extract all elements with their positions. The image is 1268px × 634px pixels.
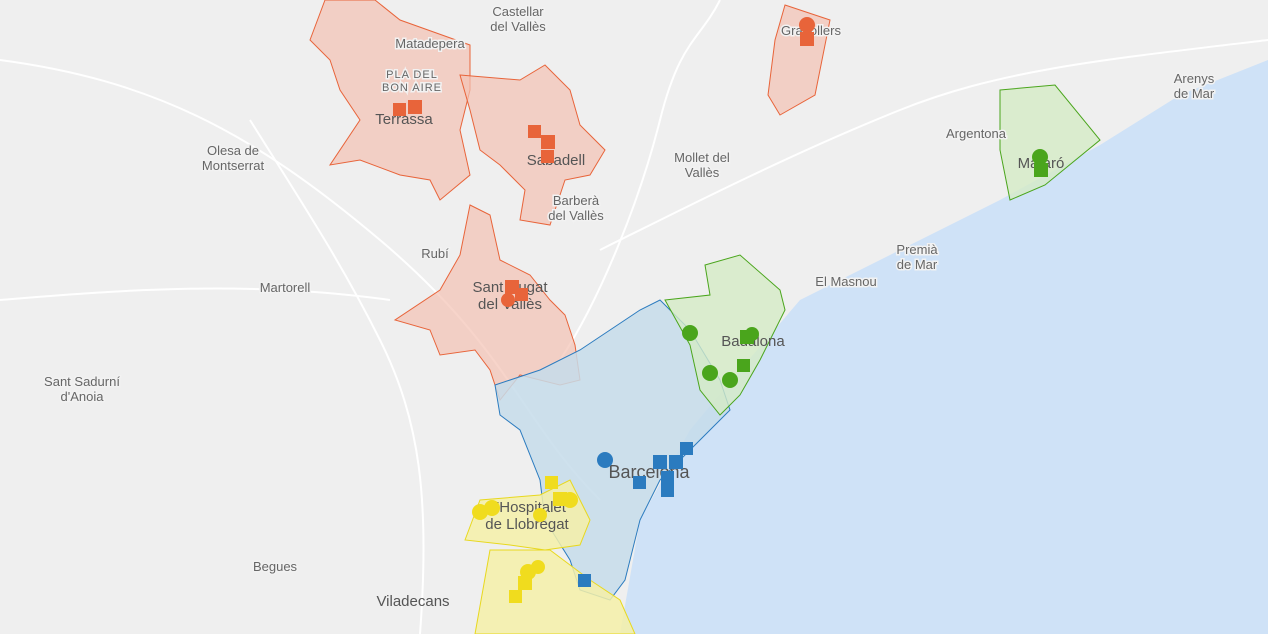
marker bbox=[669, 455, 683, 469]
place-label-line: Terrassa bbox=[375, 111, 433, 128]
region bbox=[474, 549, 636, 634]
marker bbox=[682, 325, 698, 341]
place-label-line: Barberà bbox=[553, 193, 600, 208]
place-label-line: Castellar bbox=[492, 4, 544, 19]
place-label-line: de Mar bbox=[1174, 86, 1215, 101]
place-label-line: Argentona bbox=[946, 126, 1007, 141]
marker bbox=[653, 455, 667, 469]
place-label: Arenys de Mar bbox=[1174, 71, 1215, 101]
marker bbox=[408, 100, 422, 114]
place-label: PLA DEL BON AIRE bbox=[382, 69, 442, 94]
place-label-line: Arenys bbox=[1174, 71, 1215, 86]
place-label-line: del Vallès bbox=[548, 208, 604, 223]
place-label-line: Rubí bbox=[421, 246, 449, 261]
marker bbox=[531, 560, 545, 574]
place-label-line: Sant Sadurní bbox=[44, 374, 120, 389]
marker bbox=[680, 442, 693, 455]
place-label: El Masnou bbox=[815, 274, 876, 289]
place-label-line: Sabadell bbox=[527, 152, 585, 169]
road bbox=[599, 39, 1268, 251]
region bbox=[999, 84, 1101, 201]
marker bbox=[1032, 149, 1048, 165]
place-label: Mollet del Vallès bbox=[674, 150, 730, 180]
marker bbox=[1034, 163, 1048, 177]
place-label-line: PLA DEL bbox=[386, 69, 438, 81]
marker bbox=[661, 471, 674, 484]
place-label: L'Hospitalet de Llobregat bbox=[485, 499, 569, 533]
place-label: Sant Sadurní d'Anoia bbox=[44, 374, 120, 404]
marker bbox=[661, 484, 674, 497]
region bbox=[459, 64, 606, 226]
place-label: Olesa de Montserrat bbox=[202, 143, 265, 173]
place-label: Rubí bbox=[421, 246, 449, 261]
marker bbox=[541, 135, 555, 149]
marker bbox=[545, 476, 558, 489]
sea bbox=[620, 60, 1268, 634]
marker bbox=[515, 288, 528, 301]
place-labels: Castellar del Vallès Matadepera PLA DEL BO… bbox=[43, 3, 1217, 611]
place-label-line: Mollet del bbox=[674, 150, 730, 165]
place-label: Begues bbox=[253, 559, 298, 574]
place-label-line: Matadepera bbox=[395, 36, 465, 51]
marker bbox=[799, 17, 815, 33]
place-label-line: Martorell bbox=[260, 280, 311, 295]
region bbox=[309, 0, 471, 201]
road bbox=[249, 119, 425, 634]
marker bbox=[393, 103, 406, 116]
place-label-line: Vallès bbox=[685, 165, 720, 180]
marker bbox=[518, 576, 532, 590]
place-label: Castellar del Vallès bbox=[490, 4, 546, 34]
place-label: Terrassa bbox=[375, 111, 433, 128]
marker bbox=[702, 365, 718, 381]
place-label-line: de Llobregat bbox=[485, 516, 569, 533]
place-label: Viladecans bbox=[376, 593, 449, 610]
place-label-line: de Mar bbox=[897, 257, 938, 272]
marker bbox=[633, 476, 646, 489]
place-label-line: Montserrat bbox=[202, 158, 265, 173]
place-label: Martorell bbox=[260, 280, 311, 295]
place-label-line: del Vallès bbox=[490, 19, 546, 34]
region bbox=[393, 204, 581, 402]
road bbox=[559, 0, 721, 361]
place-label-line: Viladecans bbox=[376, 593, 449, 610]
region bbox=[664, 254, 786, 416]
place-label-line: El Masnou bbox=[815, 274, 876, 289]
place-label-line: d'Anoia bbox=[61, 389, 105, 404]
marker bbox=[737, 359, 750, 372]
marker bbox=[541, 150, 554, 163]
marker bbox=[800, 32, 814, 46]
marker bbox=[528, 125, 541, 138]
place-label-line: Premià bbox=[896, 242, 938, 257]
place-label: Matadepera bbox=[395, 36, 465, 51]
markers bbox=[393, 17, 1048, 603]
marker bbox=[501, 293, 515, 307]
marker bbox=[597, 452, 613, 468]
place-label: Sabadell bbox=[527, 152, 585, 169]
marker bbox=[533, 508, 547, 522]
regions bbox=[309, 0, 1101, 634]
marker bbox=[509, 590, 522, 603]
marker bbox=[578, 574, 591, 587]
place-label: Premià de Mar bbox=[896, 242, 938, 272]
marker bbox=[484, 500, 500, 516]
place-label-line: Olesa de bbox=[207, 143, 259, 158]
place-label-line: Begues bbox=[253, 559, 298, 574]
marker bbox=[722, 372, 738, 388]
place-label: Argentona bbox=[946, 126, 1007, 141]
road bbox=[0, 287, 391, 301]
marker bbox=[562, 492, 578, 508]
marker bbox=[745, 327, 759, 341]
place-label-line: L'Hospitalet bbox=[488, 499, 567, 516]
region bbox=[767, 4, 831, 116]
place-label-line: BON AIRE bbox=[382, 82, 442, 94]
place-label: Barberà del Vallès bbox=[548, 193, 604, 223]
